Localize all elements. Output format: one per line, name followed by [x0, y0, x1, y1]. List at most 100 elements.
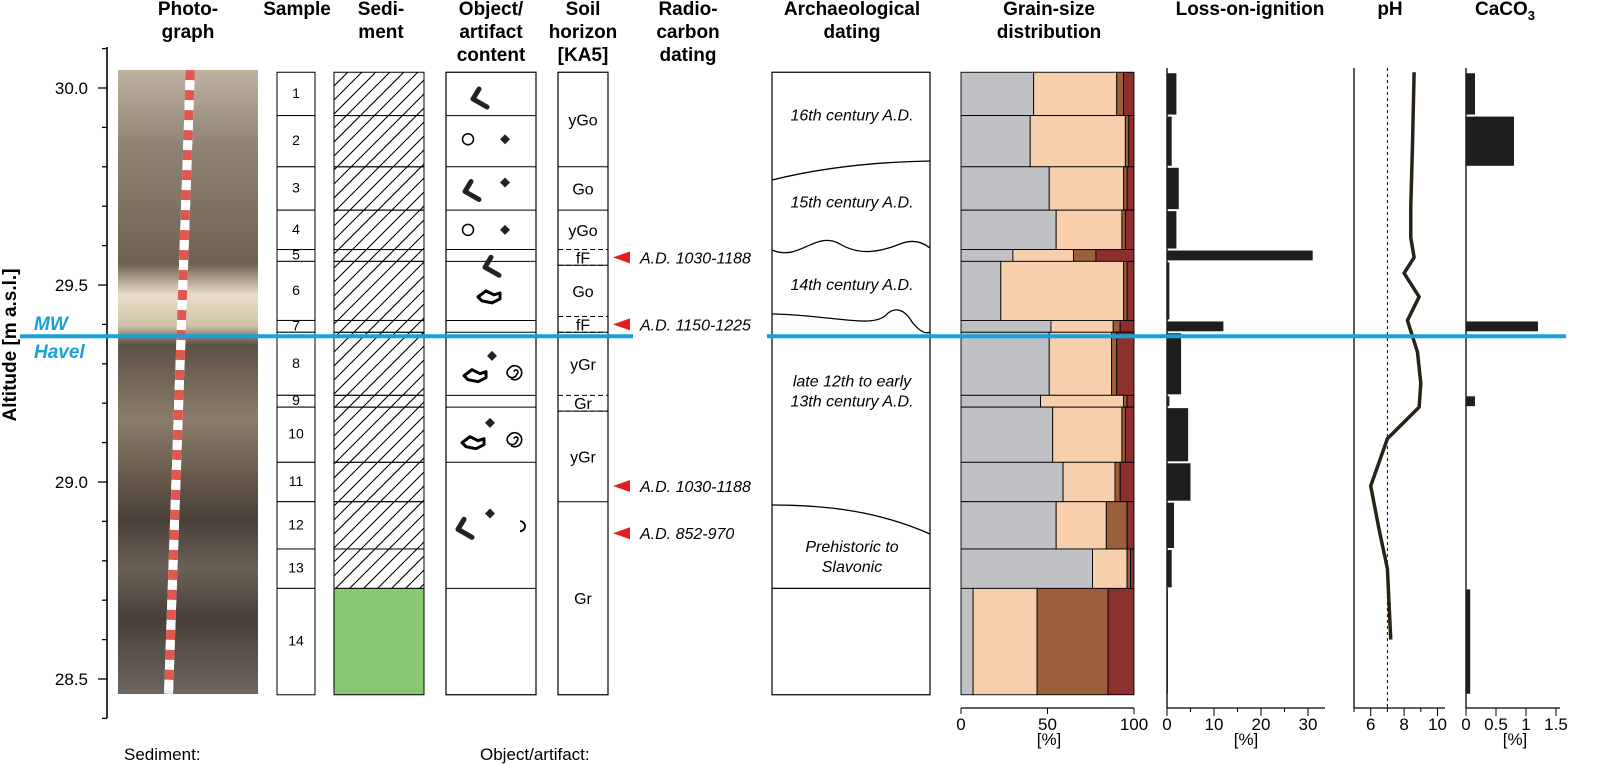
rod-segment — [179, 229, 190, 241]
rod-segment — [181, 169, 192, 181]
water-level-label-mw: MW — [34, 314, 70, 335]
radiocarbon-column: A.D. 1030-1188 A.D. 1150-1225 A.D. 1030-11… — [613, 250, 751, 543]
radiocarbon-marker — [613, 251, 630, 264]
water-level: MW Havel — [20, 314, 1566, 363]
axis-tick-label: 30.0 — [55, 79, 88, 98]
ph-curve — [1368, 72, 1423, 640]
loi-bar — [1167, 463, 1191, 501]
diamond-icon — [487, 350, 497, 361]
grain-bar-segment — [1062, 461, 1116, 503]
archaeological-period: late 12th to early — [793, 373, 912, 390]
radiocarbon-marker — [613, 318, 630, 331]
archaeological-period: Slavonic — [822, 559, 882, 576]
rod-segment — [168, 569, 178, 581]
diamond-icon — [485, 508, 495, 519]
rod-segment — [175, 349, 186, 361]
rod-segment — [173, 399, 184, 411]
rod-segment — [176, 319, 187, 331]
radiocarbon-date: A.D. 852-970 — [639, 526, 734, 543]
shell-icon — [506, 364, 523, 381]
sample-box — [276, 115, 316, 168]
grain-bar-segment — [960, 260, 1002, 321]
slag-icon — [460, 435, 486, 451]
grain-bar-segment — [960, 501, 1057, 550]
loi-x-tick-label: 10 — [1205, 715, 1224, 734]
sediment-layer — [333, 71, 425, 117]
grain-bar-segment — [960, 249, 1014, 262]
legend-object-label: Object/artifact: — [480, 745, 590, 764]
grain-bar-segment — [960, 320, 1052, 333]
sediment-layer — [333, 461, 425, 503]
grain-bar-segment — [1116, 71, 1125, 117]
caco3-x-tick-label: 1 — [1521, 715, 1530, 734]
rod-segment — [183, 120, 194, 131]
header-sediment-line: Sedi- — [358, 0, 404, 20]
slag-icon — [476, 289, 502, 305]
sample-number: 3 — [292, 179, 300, 195]
rod-segment — [185, 70, 195, 81]
grain-bar-segment — [1105, 501, 1128, 550]
sample-box — [276, 260, 316, 321]
grain-bar-segment — [1092, 548, 1128, 589]
grain-bar-segment — [1121, 406, 1126, 463]
sediment-layer — [333, 394, 425, 408]
diamond-icon — [500, 177, 510, 188]
archaeological-frame — [771, 71, 931, 696]
sediment-layer — [333, 166, 425, 211]
rod-segment — [171, 479, 181, 491]
rod-segment — [180, 199, 191, 211]
grain-bar-segment — [1107, 587, 1135, 696]
rod-segment — [171, 459, 182, 471]
header-object-line: Object/ — [459, 0, 524, 20]
grain-bar-segment — [1033, 71, 1118, 117]
rod-segment — [176, 339, 186, 351]
grain-bar-segment — [960, 209, 1057, 250]
rod-segment — [173, 409, 183, 421]
grain-bar-segment — [1055, 501, 1107, 550]
rod-segment — [170, 499, 180, 511]
radiocarbon-marker — [613, 527, 630, 540]
grain-bar-segment — [960, 166, 1050, 211]
rod-segment — [164, 679, 174, 690]
grain-unit: [%] — [1037, 730, 1062, 749]
grain-bar-segment — [960, 115, 1031, 168]
caco3-chart: 0 0.5 1 1.5 [%] — [1461, 68, 1568, 749]
grain-bar-segment — [1114, 461, 1121, 503]
loi-bar — [1167, 589, 1168, 694]
loi-x-tick-label: 30 — [1299, 715, 1318, 734]
rod-segment — [178, 269, 188, 281]
radiocarbon-date: A.D. 1150-1225 — [639, 317, 751, 334]
ph-x-tick-label: 8 — [1399, 715, 1408, 734]
caco3-bar — [1466, 396, 1475, 407]
rod-segment — [185, 80, 195, 91]
sample-number: 7 — [292, 317, 300, 333]
rod-segment — [165, 649, 175, 661]
sediment-layer — [333, 587, 425, 696]
sediment-layer — [333, 249, 425, 262]
rod-segment — [164, 659, 175, 670]
loi-x-tick-label: 20 — [1252, 715, 1271, 734]
sample-number: 12 — [288, 516, 304, 532]
grain-bar-segment — [972, 587, 1038, 696]
soil-horizon-label: Gr — [574, 396, 592, 413]
header-caco3: CaCO3 — [1475, 0, 1535, 23]
rod-segment — [182, 150, 193, 161]
rod-segment — [173, 419, 183, 431]
grain-bar-segment — [1095, 249, 1135, 262]
caco3-x-tick-label: 1.5 — [1544, 715, 1568, 734]
soil-horizon-label: fF — [576, 317, 590, 334]
sample-box — [276, 587, 316, 696]
grain-bar-segment — [960, 587, 974, 696]
rod-segment — [167, 589, 177, 601]
rod-segment — [165, 639, 175, 651]
caco3-unit: [%] — [1503, 730, 1528, 749]
grain-bar-segment — [1052, 406, 1123, 463]
loi-bar — [1167, 116, 1172, 166]
diamond-icon — [500, 224, 510, 235]
sample-box — [276, 209, 316, 251]
grain-bar-segment — [1126, 260, 1135, 321]
rod-segment — [166, 609, 176, 621]
sediment-layer — [333, 501, 425, 550]
soil-horizon-label: yGo — [568, 113, 597, 130]
